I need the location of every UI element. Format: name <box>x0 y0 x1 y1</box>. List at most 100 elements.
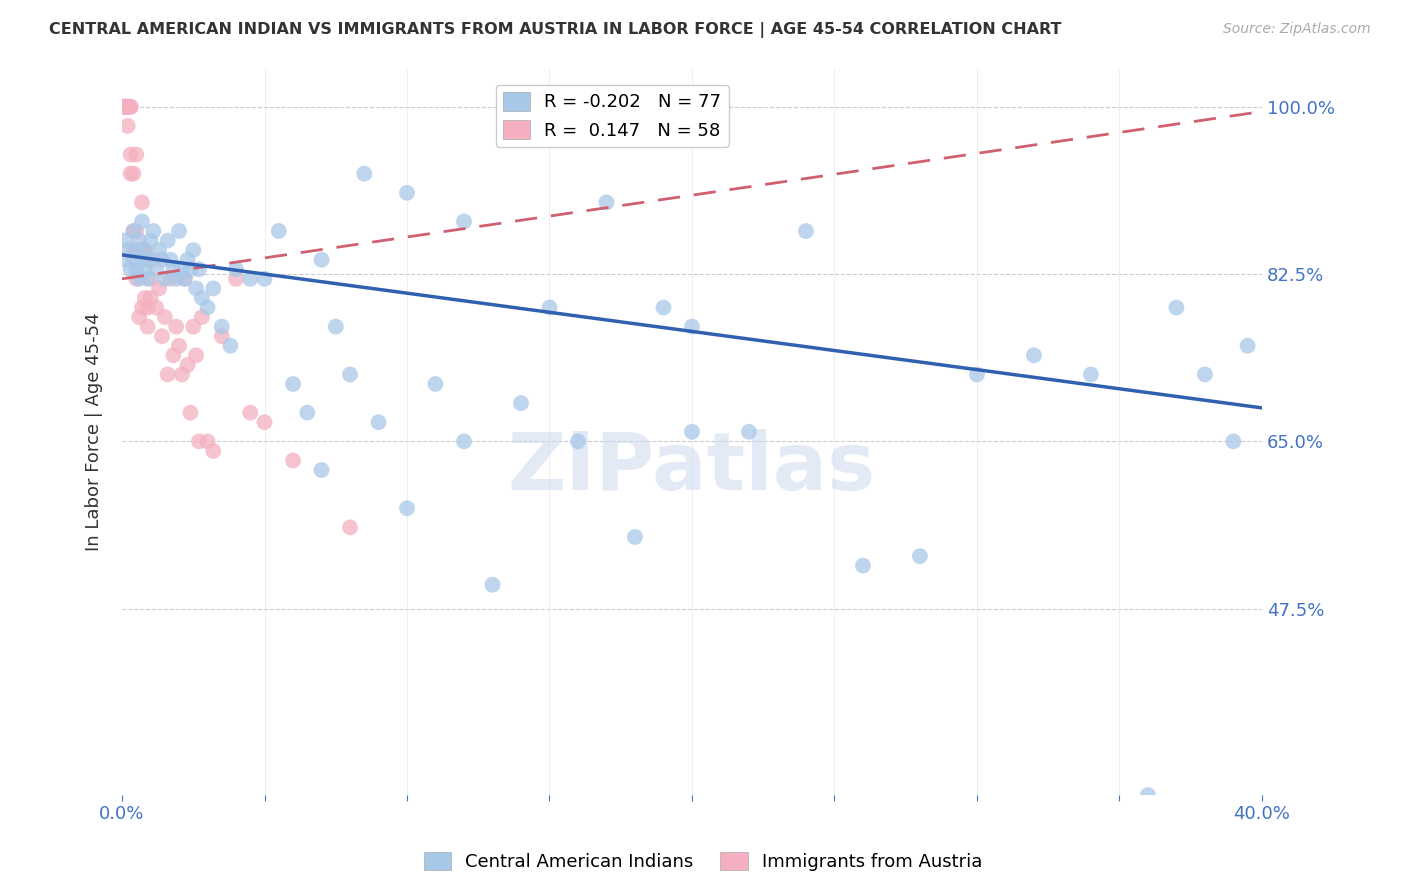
Point <box>122 243 145 257</box>
Point <box>188 434 211 449</box>
Point <box>117 119 139 133</box>
Point <box>225 272 247 286</box>
Point <box>120 100 142 114</box>
Point <box>134 262 156 277</box>
Point <box>125 243 148 257</box>
Point <box>170 262 193 277</box>
Point <box>125 243 148 257</box>
Point <box>131 243 153 257</box>
Point <box>131 301 153 315</box>
Point <box>128 310 150 324</box>
Point <box>908 549 931 563</box>
Point <box>202 444 225 458</box>
Point <box>120 262 142 277</box>
Point <box>1194 368 1216 382</box>
Text: CENTRAL AMERICAN INDIAN VS IMMIGRANTS FROM AUSTRIA IN LABOR FORCE | AGE 45-54 CO: CENTRAL AMERICAN INDIAN VS IMMIGRANTS FR… <box>49 22 1062 38</box>
Point <box>117 100 139 114</box>
Point <box>197 301 219 315</box>
Point <box>167 339 190 353</box>
Point <box>136 272 159 286</box>
Point <box>128 243 150 257</box>
Point <box>1166 301 1188 315</box>
Point <box>510 396 533 410</box>
Point <box>211 329 233 343</box>
Point <box>114 100 136 114</box>
Point <box>125 147 148 161</box>
Point <box>186 281 208 295</box>
Point <box>165 319 187 334</box>
Point <box>197 434 219 449</box>
Point <box>567 434 589 449</box>
Point <box>114 100 136 114</box>
Point <box>339 520 361 534</box>
Point <box>395 186 418 200</box>
Point <box>162 348 184 362</box>
Point <box>225 262 247 277</box>
Point <box>239 406 262 420</box>
Point <box>120 167 142 181</box>
Point <box>425 376 447 391</box>
Point <box>125 262 148 277</box>
Point <box>114 100 136 114</box>
Point <box>120 100 142 114</box>
Point <box>162 262 184 277</box>
Point <box>325 319 347 334</box>
Point <box>173 272 195 286</box>
Legend: Central American Indians, Immigrants from Austria: Central American Indians, Immigrants fro… <box>416 845 990 879</box>
Point <box>311 463 333 477</box>
Point <box>145 301 167 315</box>
Point <box>281 376 304 391</box>
Point <box>281 453 304 467</box>
Point <box>176 358 198 372</box>
Point <box>311 252 333 267</box>
Point <box>453 214 475 228</box>
Point <box>253 415 276 429</box>
Point <box>211 319 233 334</box>
Point <box>139 234 162 248</box>
Point <box>114 100 136 114</box>
Point <box>150 252 173 267</box>
Point <box>253 272 276 286</box>
Point <box>353 167 375 181</box>
Point <box>153 310 176 324</box>
Point <box>239 272 262 286</box>
Point <box>652 301 675 315</box>
Point <box>681 425 703 439</box>
Point <box>120 147 142 161</box>
Legend: R = -0.202   N = 77, R =  0.147   N = 58: R = -0.202 N = 77, R = 0.147 N = 58 <box>496 85 728 147</box>
Text: Source: ZipAtlas.com: Source: ZipAtlas.com <box>1223 22 1371 37</box>
Point <box>852 558 875 573</box>
Point <box>114 252 136 267</box>
Point <box>1136 788 1159 802</box>
Point <box>1236 339 1258 353</box>
Point <box>117 243 139 257</box>
Point <box>191 310 214 324</box>
Point <box>117 100 139 114</box>
Point <box>181 243 204 257</box>
Point <box>134 243 156 257</box>
Point <box>167 224 190 238</box>
Point <box>128 234 150 248</box>
Point <box>131 214 153 228</box>
Point <box>139 291 162 305</box>
Point <box>136 319 159 334</box>
Point <box>186 348 208 362</box>
Y-axis label: In Labor Force | Age 45-54: In Labor Force | Age 45-54 <box>86 312 103 551</box>
Point <box>153 272 176 286</box>
Point <box>122 252 145 267</box>
Point <box>122 224 145 238</box>
Point <box>1080 368 1102 382</box>
Point <box>136 252 159 267</box>
Point <box>165 272 187 286</box>
Point <box>1222 434 1244 449</box>
Point <box>117 100 139 114</box>
Point <box>297 406 319 420</box>
Point <box>156 234 179 248</box>
Point <box>966 368 988 382</box>
Point <box>114 100 136 114</box>
Point <box>128 272 150 286</box>
Point <box>453 434 475 449</box>
Point <box>139 272 162 286</box>
Point <box>114 234 136 248</box>
Point <box>148 281 170 295</box>
